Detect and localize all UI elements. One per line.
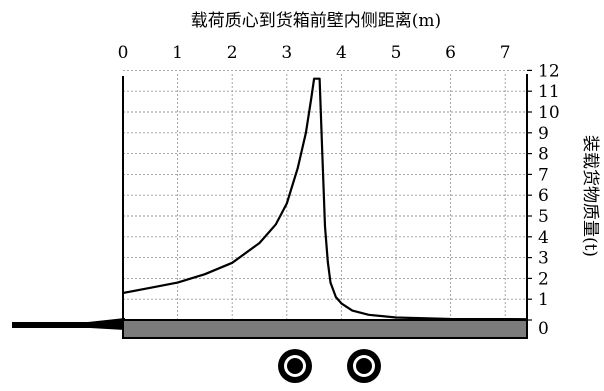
trailer-deck: [122, 319, 528, 339]
series-line: [122, 77, 528, 321]
y-tick-label: 9: [538, 124, 549, 144]
y-tick-label: 0: [538, 319, 549, 339]
y-tick-label: 6: [538, 186, 549, 206]
y-tick-label: 3: [538, 249, 549, 269]
x-axis-ticks: 0 1 2 3 4 5 6 7: [118, 43, 511, 63]
y-tick-label: 8: [538, 145, 549, 165]
x-tick-label: 0: [118, 43, 129, 63]
x-tick-label: 4: [336, 43, 347, 63]
y-tick-label: 10: [538, 103, 560, 123]
x-tick-label: 2: [227, 43, 238, 63]
y-tick-label: 5: [538, 207, 549, 227]
y-tick-label: 7: [538, 165, 549, 185]
drawbar: [12, 318, 125, 330]
wheel-icon: [347, 349, 381, 383]
y-tick-label: 4: [538, 228, 549, 248]
x-tick-label: 7: [500, 43, 511, 63]
x-tick-label: 1: [172, 43, 183, 63]
wheel-icon: [278, 349, 312, 383]
x-tick-label: 6: [445, 43, 456, 63]
x-tick-label: 5: [391, 43, 402, 63]
y-tick-label: 12: [538, 61, 560, 81]
x-tick-label: 3: [281, 43, 292, 63]
y-tick-label: 1: [538, 290, 549, 310]
x-axis-title: 载荷质心到货箱前壁内侧距离(m): [191, 11, 441, 31]
y-axis-title: 装载货物质量(t): [580, 135, 600, 257]
y-tick-label: 2: [538, 269, 549, 289]
trailer-illustration: [12, 318, 528, 383]
y-tick-label: 11: [538, 82, 560, 102]
grid: [123, 69, 527, 320]
